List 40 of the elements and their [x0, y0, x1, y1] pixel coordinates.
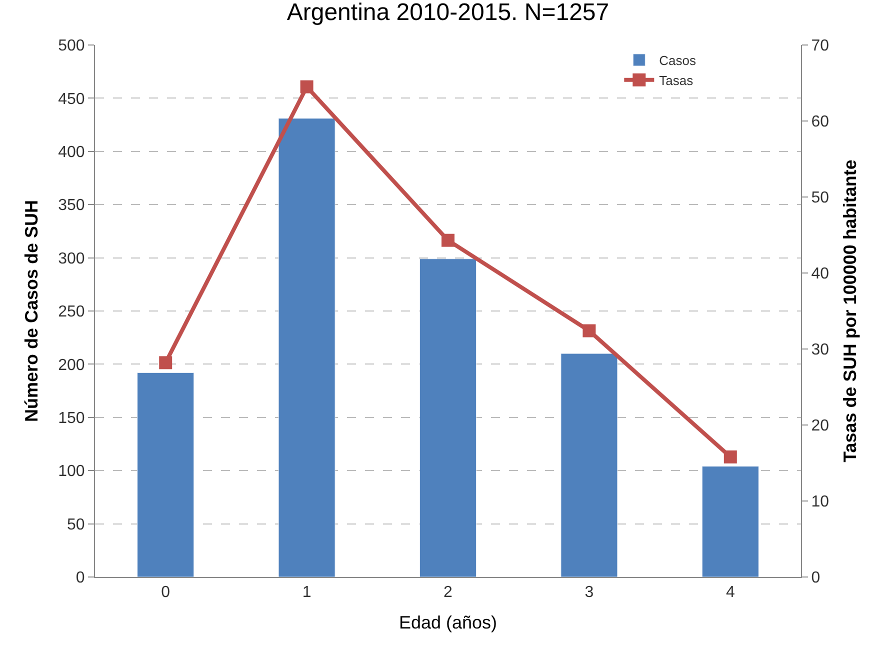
y2-tick-label: 20: [811, 418, 830, 435]
point: [159, 356, 172, 370]
x-tick-label: 4: [726, 584, 735, 602]
x-tick-label: 1: [302, 584, 312, 602]
y2-tick-label: 40: [811, 266, 830, 283]
point: [442, 234, 454, 247]
point: [300, 80, 314, 94]
bar: [560, 353, 618, 577]
x-tick-label: 2: [444, 584, 453, 602]
y-tick-label: 200: [58, 356, 85, 374]
point: [582, 324, 596, 338]
y-tick-label: 350: [58, 197, 85, 214]
y2-axis-title: Tasas de SUH por 100000 habitante: [840, 160, 860, 462]
y-tick-label: 500: [58, 38, 85, 55]
y-tick-label: 150: [58, 410, 85, 427]
y-tick-label: 400: [58, 144, 85, 161]
y2-tick-label: 50: [811, 190, 830, 207]
legend-label: Tasas: [659, 72, 694, 88]
y2-tick-label: 60: [811, 114, 830, 131]
bar: [702, 466, 759, 577]
y-tick-label: 450: [58, 90, 85, 108]
chart-title: Argentina 2010-2015. N=1257: [286, 0, 610, 26]
y2-tick-label: 0: [811, 570, 820, 587]
y-tick-label: 0: [76, 570, 85, 587]
y-tick-label: 50: [67, 516, 85, 534]
x-axis-title: Edad (años): [398, 612, 498, 632]
bar: [137, 372, 194, 577]
bar: [278, 118, 336, 577]
x-tick-label: 3: [584, 584, 594, 602]
x-tick-label: 0: [161, 584, 170, 602]
y-axis-title: Número de Casos de SUH: [21, 200, 42, 422]
point: [724, 450, 737, 464]
y2-tick-label: 30: [811, 342, 830, 359]
y-tick-label: 250: [58, 304, 85, 321]
legend-label: Casos: [659, 53, 697, 68]
y2-tick-label: 10: [811, 494, 830, 511]
y2-tick-label: 70: [811, 38, 830, 55]
y-tick-label: 300: [58, 250, 85, 268]
y-tick-label: 100: [58, 463, 85, 480]
bar: [420, 258, 476, 577]
